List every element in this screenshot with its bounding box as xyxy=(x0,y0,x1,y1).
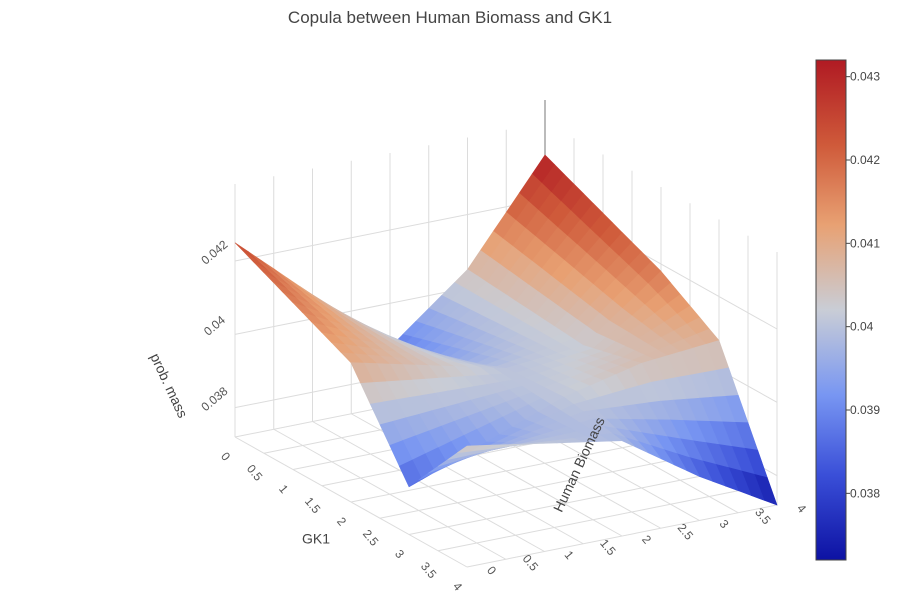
chart-title: Copula between Human Biomass and GK1 xyxy=(287,8,613,27)
colorbar-tick-label: 0.038 xyxy=(850,486,880,500)
x-tick-label: 3.5 xyxy=(418,559,440,581)
colorbar-tick-label: 0.04 xyxy=(850,320,874,334)
grid-line xyxy=(379,455,691,519)
x-tick-label: 0.5 xyxy=(244,462,266,484)
y-tick-label: 1 xyxy=(562,548,577,562)
x-tick-label: 2.5 xyxy=(360,527,382,549)
z-tick-label: 0.038 xyxy=(198,384,230,414)
y-tick-label: 3.5 xyxy=(752,505,774,527)
colorbar: 0.038 0.039 0.04 0.041 0.042 0.043 xyxy=(815,59,880,561)
colorbar-gradient xyxy=(815,59,847,561)
x-tick-label: 1.5 xyxy=(302,494,324,516)
x-tick-label: 2 xyxy=(334,514,349,528)
x-tick-label: 3 xyxy=(392,547,407,561)
grid-line xyxy=(466,504,778,568)
z-tick-label: 0.04 xyxy=(201,313,228,339)
y-tick-label: 4 xyxy=(794,501,809,515)
colorbar-tick-label: 0.042 xyxy=(850,153,880,167)
x-tick-label: 1 xyxy=(276,482,291,496)
surface-patch xyxy=(234,242,258,261)
x-tick-label: 4 xyxy=(450,579,465,593)
y-tick-label: 2.5 xyxy=(675,521,697,543)
colorbar-tick-label: 0.041 xyxy=(850,236,880,250)
z-tick-label: 0.042 xyxy=(198,237,230,267)
surface-layer xyxy=(234,154,778,506)
colorbar-tick-label: 0.043 xyxy=(850,70,880,84)
grid-line xyxy=(437,488,749,552)
x-tick-label: 0 xyxy=(218,449,233,463)
colorbar-tick-label: 0.039 xyxy=(850,403,880,417)
z-axis-title: prob. mass xyxy=(147,351,191,421)
y-tick-label: 2 xyxy=(639,532,654,546)
y-tick-label: 3 xyxy=(717,517,732,531)
grid-line xyxy=(408,472,720,535)
surface-patch xyxy=(457,445,481,454)
y-tick-label: 0 xyxy=(484,563,499,577)
y-tick-label: 1.5 xyxy=(597,536,619,558)
y-tick-label: 0.5 xyxy=(520,552,542,574)
x-axis-title: GK1 xyxy=(302,531,330,547)
